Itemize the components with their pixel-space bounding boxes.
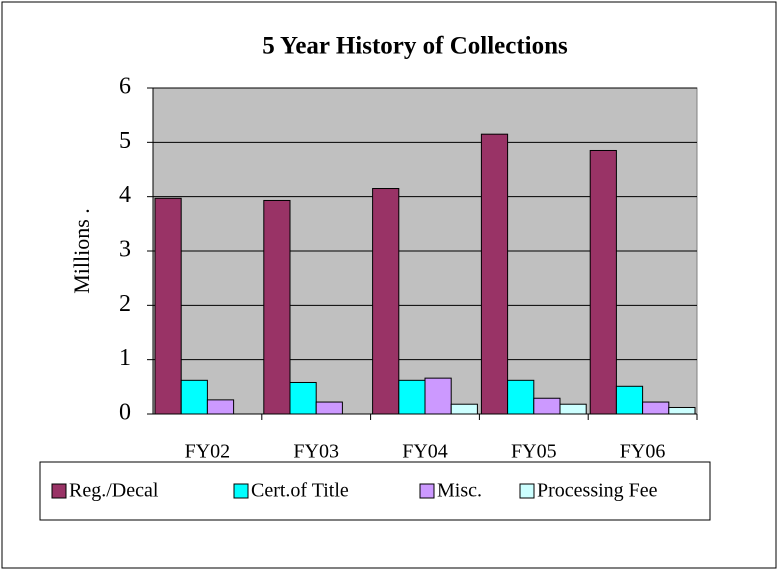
legend-swatch bbox=[519, 483, 535, 499]
bar bbox=[480, 133, 509, 415]
legend-swatch bbox=[233, 483, 249, 499]
bar bbox=[559, 403, 587, 415]
y-tick-label: 4 bbox=[119, 182, 131, 208]
y-axis-label: Millions . bbox=[69, 208, 94, 294]
bar bbox=[180, 379, 208, 415]
bar bbox=[289, 381, 317, 415]
bar bbox=[154, 197, 182, 415]
y-tick-label: 6 bbox=[119, 74, 131, 100]
legend-swatch bbox=[51, 483, 67, 499]
x-tick-label: FY02 bbox=[185, 441, 231, 463]
y-tick-label: 1 bbox=[119, 345, 131, 371]
bar bbox=[533, 397, 561, 415]
bar bbox=[206, 399, 235, 415]
bar bbox=[315, 401, 343, 415]
y-tick-label: 0 bbox=[119, 400, 131, 426]
x-tick-label: FY03 bbox=[293, 441, 339, 463]
bar bbox=[589, 149, 617, 415]
legend-label: Processing Fee bbox=[537, 480, 658, 502]
x-tick-label: FY06 bbox=[620, 441, 666, 463]
bar bbox=[450, 403, 478, 415]
y-tick-label: 3 bbox=[119, 237, 131, 263]
y-tick-label: 2 bbox=[119, 291, 131, 317]
x-tick-label: FY05 bbox=[511, 441, 557, 463]
legend-label: Misc. bbox=[437, 480, 482, 502]
legend-swatch bbox=[419, 483, 435, 499]
x-tick-label: FY04 bbox=[402, 441, 448, 463]
legend-label: Cert.of Title bbox=[251, 480, 349, 502]
legend-box bbox=[39, 461, 711, 521]
legend-label: Reg./Decal bbox=[69, 480, 159, 502]
bar bbox=[372, 188, 400, 415]
chart-title: 5 Year History of Collections bbox=[262, 33, 568, 60]
bar bbox=[668, 406, 696, 415]
bar bbox=[507, 379, 535, 415]
bar bbox=[424, 377, 452, 415]
bar bbox=[615, 385, 644, 415]
bar bbox=[263, 199, 291, 415]
y-tick-label: 5 bbox=[119, 128, 131, 154]
bar bbox=[398, 379, 426, 415]
bar bbox=[642, 401, 670, 415]
